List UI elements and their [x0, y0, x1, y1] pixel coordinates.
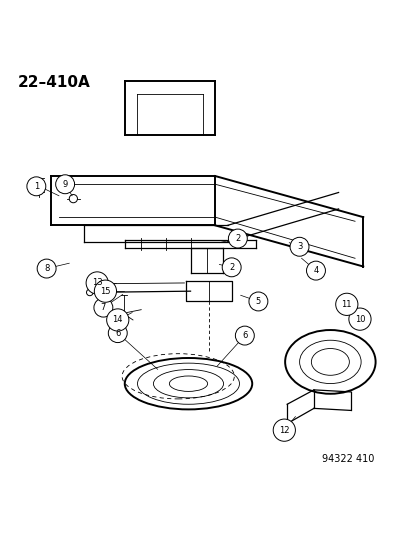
Circle shape — [290, 237, 308, 256]
Text: 3: 3 — [296, 243, 301, 251]
Text: 2: 2 — [228, 263, 234, 272]
Circle shape — [86, 289, 93, 296]
Circle shape — [107, 309, 128, 331]
Ellipse shape — [311, 349, 349, 375]
Circle shape — [94, 298, 113, 317]
Circle shape — [37, 259, 56, 278]
Circle shape — [248, 292, 267, 311]
Text: 8: 8 — [44, 264, 49, 273]
Text: 6: 6 — [242, 331, 247, 340]
Circle shape — [69, 195, 77, 203]
Ellipse shape — [285, 330, 375, 394]
Text: 22–410A: 22–410A — [18, 75, 90, 90]
Text: 1: 1 — [33, 182, 39, 191]
Circle shape — [94, 280, 116, 302]
Ellipse shape — [137, 363, 239, 404]
Ellipse shape — [124, 358, 252, 409]
Text: 12: 12 — [278, 426, 289, 435]
Circle shape — [222, 258, 240, 277]
Text: 14: 14 — [112, 316, 123, 325]
Circle shape — [108, 324, 127, 343]
Circle shape — [228, 229, 247, 248]
Circle shape — [348, 308, 370, 330]
Text: 13: 13 — [92, 278, 102, 287]
Circle shape — [335, 293, 357, 316]
Text: 6: 6 — [115, 329, 120, 337]
Circle shape — [55, 175, 74, 193]
Text: 9: 9 — [62, 180, 68, 189]
Text: 94322 410: 94322 410 — [321, 454, 374, 464]
Circle shape — [235, 326, 254, 345]
Circle shape — [86, 272, 108, 294]
Circle shape — [306, 261, 325, 280]
Ellipse shape — [169, 376, 207, 391]
Ellipse shape — [299, 340, 360, 384]
Text: 7: 7 — [100, 303, 106, 312]
Text: 5: 5 — [255, 297, 261, 306]
Circle shape — [27, 177, 46, 196]
Text: 4: 4 — [313, 266, 318, 275]
Text: 15: 15 — [100, 287, 110, 296]
Text: 10: 10 — [354, 314, 364, 324]
Ellipse shape — [153, 369, 223, 398]
Text: 2: 2 — [235, 234, 240, 243]
Text: 11: 11 — [341, 300, 351, 309]
Circle shape — [273, 419, 295, 441]
